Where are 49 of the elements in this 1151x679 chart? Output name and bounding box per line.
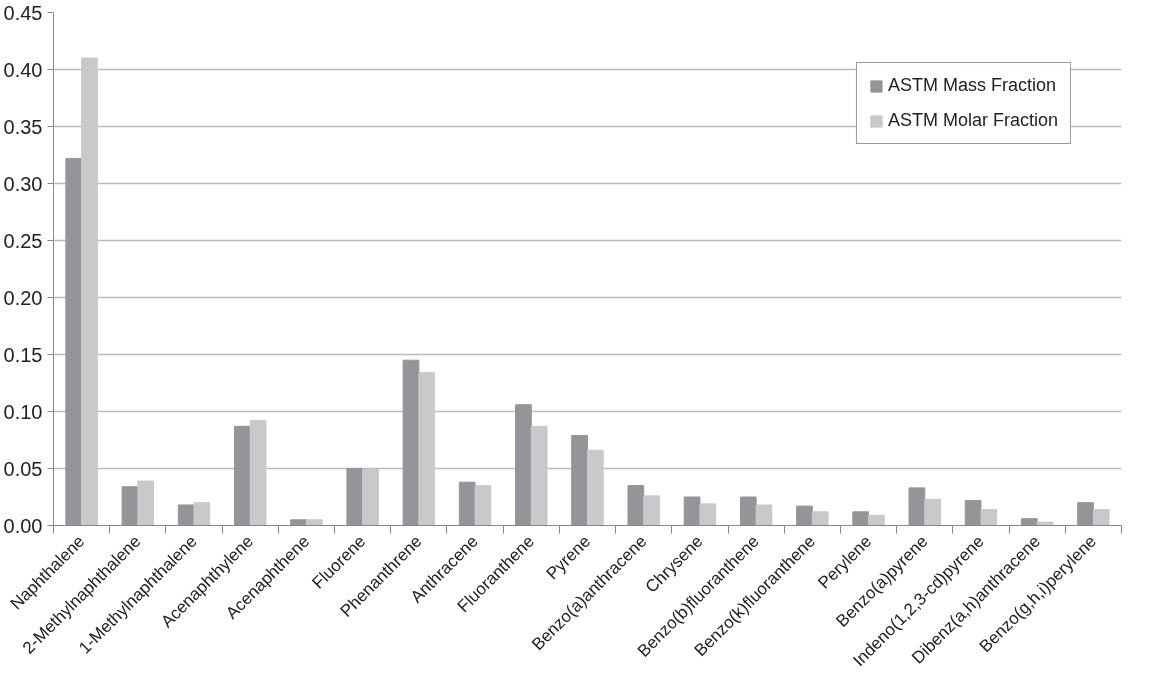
bar xyxy=(924,498,941,526)
y-tick-label: 0.15 xyxy=(3,343,43,366)
bar xyxy=(739,496,757,526)
bar xyxy=(1077,502,1094,526)
bar xyxy=(474,485,492,526)
bar xyxy=(65,157,83,526)
y-tick-label: 0.35 xyxy=(3,115,43,138)
bar xyxy=(587,449,604,526)
bar xyxy=(418,372,436,526)
bar xyxy=(868,514,885,526)
bar xyxy=(121,486,139,526)
bar xyxy=(908,487,926,526)
y-tick-label: 0.05 xyxy=(3,457,43,480)
bar xyxy=(627,485,645,526)
bar xyxy=(980,509,998,526)
bar xyxy=(755,504,773,526)
y-tick-label: 0.10 xyxy=(3,400,43,423)
bar xyxy=(362,469,379,526)
bar xyxy=(81,57,98,526)
bar xyxy=(137,480,155,526)
bar xyxy=(530,425,548,526)
bar xyxy=(177,504,195,526)
bar xyxy=(346,468,364,526)
bar xyxy=(964,499,982,526)
bar xyxy=(811,511,829,526)
bar xyxy=(852,511,870,526)
bar xyxy=(1020,518,1038,526)
bar xyxy=(699,503,717,526)
bar xyxy=(193,502,211,526)
bar xyxy=(683,496,701,526)
bar xyxy=(234,425,251,526)
bar xyxy=(515,404,532,526)
bar xyxy=(571,434,588,526)
bar xyxy=(1092,509,1110,526)
bar xyxy=(305,519,323,526)
bar xyxy=(796,505,813,526)
bar xyxy=(1036,521,1054,526)
y-tick-label: 0.20 xyxy=(3,286,43,309)
y-tick-label: 0.25 xyxy=(3,229,43,252)
y-tick-label: 0.40 xyxy=(3,58,43,81)
bar xyxy=(290,519,307,526)
legend-label: ASTM Molar Fraction xyxy=(887,110,1058,131)
bar xyxy=(643,495,660,526)
y-tick-label: 0.30 xyxy=(3,172,43,195)
legend-label: ASTM Mass Fraction xyxy=(887,75,1056,96)
y-tick-label: 0.45 xyxy=(3,1,43,24)
bar xyxy=(402,359,420,526)
bar xyxy=(249,420,267,526)
y-tick-label: 0.00 xyxy=(3,514,43,537)
